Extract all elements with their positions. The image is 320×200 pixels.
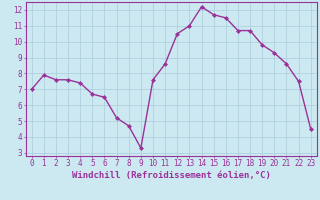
X-axis label: Windchill (Refroidissement éolien,°C): Windchill (Refroidissement éolien,°C) xyxy=(72,171,271,180)
